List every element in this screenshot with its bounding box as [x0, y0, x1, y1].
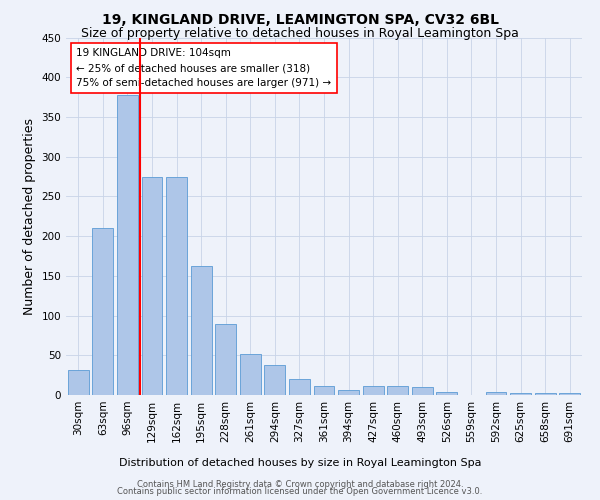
Bar — [142, 176, 163, 395]
Text: Size of property relative to detached houses in Royal Leamington Spa: Size of property relative to detached ho… — [81, 28, 519, 40]
Y-axis label: Number of detached properties: Number of detached properties — [23, 118, 36, 315]
Bar — [92, 228, 113, 395]
Bar — [191, 266, 212, 395]
Text: 19 KINGLAND DRIVE: 104sqm
← 25% of detached houses are smaller (318)
75% of semi: 19 KINGLAND DRIVE: 104sqm ← 25% of detac… — [76, 48, 331, 88]
Text: Contains public sector information licensed under the Open Government Licence v3: Contains public sector information licen… — [118, 487, 482, 496]
Bar — [412, 387, 433, 395]
Bar — [436, 392, 457, 395]
Bar — [510, 392, 531, 395]
Bar — [117, 94, 138, 395]
Bar — [240, 354, 261, 395]
Bar — [68, 370, 89, 395]
Bar — [314, 386, 334, 395]
Bar — [265, 365, 286, 395]
Bar — [362, 386, 383, 395]
Text: Distribution of detached houses by size in Royal Leamington Spa: Distribution of detached houses by size … — [119, 458, 481, 468]
Bar — [289, 379, 310, 395]
Bar — [485, 392, 506, 395]
Bar — [338, 390, 359, 395]
Bar — [166, 176, 187, 395]
Bar — [387, 386, 408, 395]
Text: Contains HM Land Registry data © Crown copyright and database right 2024.: Contains HM Land Registry data © Crown c… — [137, 480, 463, 489]
Bar — [559, 392, 580, 395]
Text: 19, KINGLAND DRIVE, LEAMINGTON SPA, CV32 6BL: 19, KINGLAND DRIVE, LEAMINGTON SPA, CV32… — [101, 12, 499, 26]
Bar — [535, 392, 556, 395]
Bar — [215, 324, 236, 395]
